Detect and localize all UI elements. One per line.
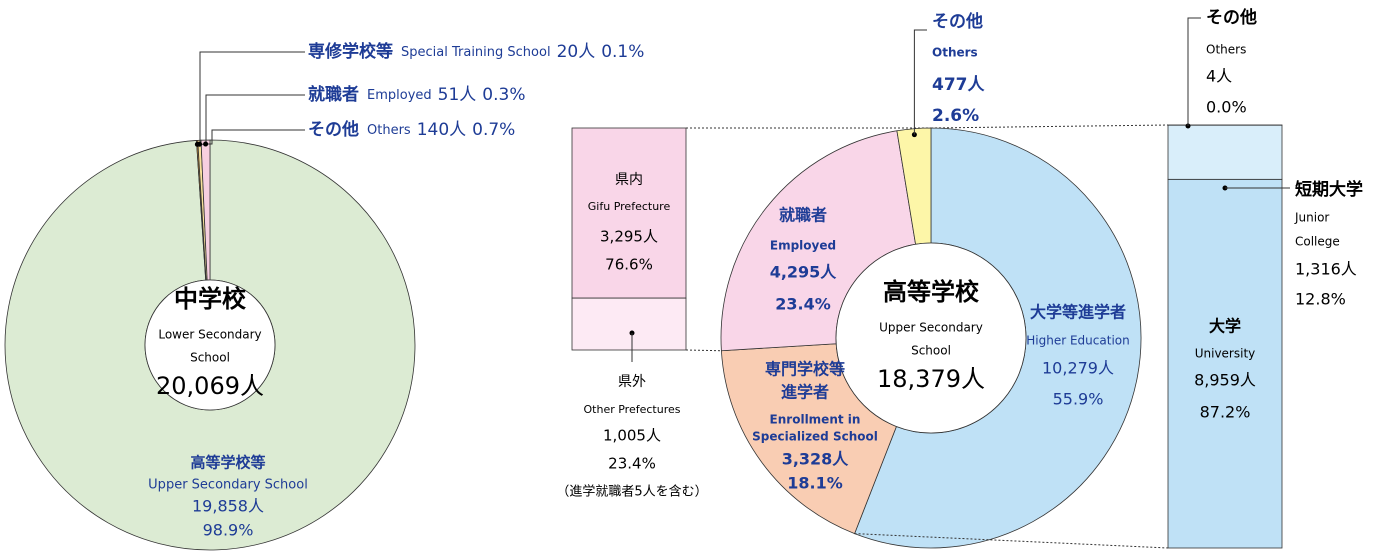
- label: 12.8%: [1295, 290, 1346, 309]
- label-part: 20人: [557, 42, 596, 62]
- label: University: [1195, 347, 1256, 361]
- label: 23.4%: [608, 455, 656, 473]
- center-subtitle: School: [911, 344, 951, 358]
- center-title: 高等学校: [883, 278, 980, 306]
- donut-hole: [144, 279, 276, 411]
- label: その他: [932, 11, 983, 32]
- label: Others: [1206, 43, 1246, 57]
- label: 3,328人: [782, 450, 850, 469]
- label: 98.9%: [203, 521, 254, 540]
- center-title: 中学校: [174, 285, 247, 313]
- label-part: Employed: [367, 88, 432, 103]
- leader-line: [913, 29, 927, 135]
- label-part: 0.3%: [482, 85, 525, 105]
- center-subtitle: Lower Secondary: [158, 328, 261, 342]
- note: （進学就職者5人を含む）: [556, 484, 707, 500]
- connector: [685, 349, 722, 352]
- label: 18.1%: [787, 474, 843, 493]
- label: 短期大学: [1295, 179, 1363, 200]
- label: Employed: [770, 239, 836, 253]
- leader-line: [205, 129, 305, 145]
- label-part: 51人: [438, 85, 477, 105]
- label-part: 専修学校等: [308, 41, 393, 62]
- label: 1,005人: [603, 427, 661, 445]
- center-total: 18,379人: [877, 365, 985, 393]
- center-total: 20,069人: [156, 372, 264, 400]
- stack-segment: [571, 297, 687, 351]
- label: 2.6%: [932, 106, 979, 126]
- label: Higher Education: [1026, 334, 1129, 348]
- label-part: 就職者: [308, 84, 359, 105]
- label: 19,858人: [192, 497, 264, 516]
- label: 55.9%: [1053, 390, 1104, 409]
- label: Enrollment in: [770, 413, 861, 427]
- label: Others: [932, 46, 978, 60]
- label: 県外: [618, 374, 646, 390]
- label: 4,295人: [770, 263, 838, 282]
- label: 就職者: [779, 206, 827, 225]
- label: 専門学校等: [765, 360, 845, 379]
- label: 高等学校等: [190, 454, 265, 472]
- label: College: [1295, 235, 1340, 249]
- label: その他: [1206, 7, 1257, 28]
- label: 進学者: [781, 383, 829, 402]
- label: 8,959人: [1194, 371, 1256, 390]
- leader-dot: [203, 141, 209, 147]
- label-part: Others: [367, 123, 411, 138]
- label: Junior: [1294, 211, 1329, 225]
- label-part: 140人: [417, 120, 466, 140]
- segment-label: 就職者 Employed 51人 0.3%: [308, 84, 525, 105]
- leader-line: [1187, 17, 1201, 126]
- center-subtitle: School: [190, 351, 230, 365]
- segment-label: 専修学校等 Special Training School 20人 0.1%: [308, 41, 644, 62]
- label-part: 0.7%: [472, 120, 515, 140]
- segment-label: その他 Others 140人 0.7%: [308, 119, 515, 140]
- label: 1,316人: [1295, 260, 1357, 279]
- label-part: その他: [308, 119, 359, 140]
- label: 87.2%: [1200, 403, 1251, 422]
- stack-segment: [571, 127, 687, 299]
- label: Upper Secondary School: [148, 478, 308, 493]
- connector: [854, 533, 1169, 549]
- label: 0.0%: [1206, 98, 1247, 117]
- label-part: Special Training School: [401, 45, 551, 60]
- label: 大学等進学者: [1030, 303, 1126, 322]
- label: 477人: [932, 75, 985, 95]
- label: Gifu Prefecture: [588, 200, 671, 213]
- leader-line: [197, 51, 305, 145]
- donut-hole: [835, 242, 1027, 434]
- leader-line: [199, 94, 305, 145]
- label: 3,295人: [600, 228, 658, 246]
- label: 県内: [615, 172, 643, 188]
- stack-segment: [1167, 178, 1283, 549]
- label: Specialized School: [752, 430, 878, 444]
- connector: [930, 124, 1169, 129]
- leader-dot: [197, 141, 203, 147]
- label: 76.6%: [605, 256, 653, 274]
- label: 10,279人: [1042, 359, 1114, 378]
- label: Other Prefectures: [584, 403, 681, 416]
- stack-segment: [1167, 124, 1283, 180]
- center-subtitle: Upper Secondary: [879, 321, 983, 335]
- label: 23.4%: [775, 295, 831, 314]
- label-part: 0.1%: [601, 42, 644, 62]
- label: 4人: [1206, 67, 1232, 86]
- label: 大学: [1209, 317, 1241, 336]
